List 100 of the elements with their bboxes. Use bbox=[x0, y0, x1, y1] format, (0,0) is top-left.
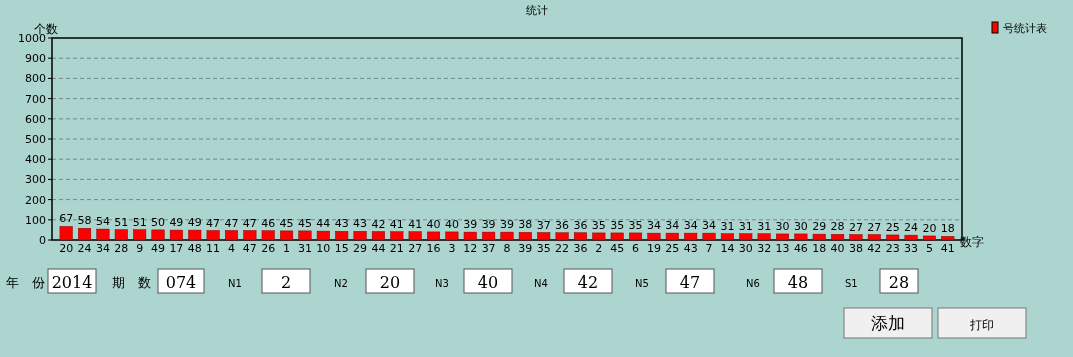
data-label: 34 bbox=[665, 219, 680, 233]
bar bbox=[390, 231, 404, 241]
bar bbox=[261, 230, 275, 241]
bar bbox=[555, 232, 569, 241]
bar bbox=[812, 233, 826, 241]
data-label: 50 bbox=[151, 215, 166, 229]
bar bbox=[78, 228, 92, 241]
x-tick-label: 20 bbox=[59, 242, 74, 255]
x-tick-label: 17 bbox=[169, 242, 184, 255]
bar bbox=[776, 233, 789, 241]
data-label: 67 bbox=[59, 212, 74, 226]
legend-label: 号统计表 bbox=[1003, 22, 1047, 35]
y-axis-title: 个数 bbox=[34, 22, 58, 36]
bar bbox=[739, 233, 753, 241]
x-tick-label: 26 bbox=[261, 242, 276, 255]
data-label: 49 bbox=[169, 216, 184, 230]
bar bbox=[867, 234, 881, 241]
bar bbox=[757, 233, 771, 241]
x-tick-label: 12 bbox=[463, 242, 478, 255]
data-label: 29 bbox=[812, 220, 827, 234]
data-label: 35 bbox=[628, 218, 643, 232]
bar bbox=[665, 232, 679, 241]
text: 添加 bbox=[871, 313, 905, 333]
bar bbox=[573, 232, 587, 241]
x-tick-label: 6 bbox=[632, 242, 640, 255]
data-label: 36 bbox=[573, 218, 588, 232]
x-tick-label: 30 bbox=[738, 242, 753, 255]
text: 42 bbox=[577, 273, 599, 292]
data-label: 30 bbox=[775, 219, 790, 233]
text: S1 bbox=[845, 278, 858, 289]
data-label: 39 bbox=[463, 218, 478, 232]
x-tick-label: 1 bbox=[283, 242, 291, 255]
bar bbox=[169, 229, 183, 241]
data-label: 51 bbox=[132, 215, 147, 229]
x-tick-label: 27 bbox=[408, 242, 423, 255]
x-tick-label: 28 bbox=[114, 242, 129, 255]
data-label: 39 bbox=[481, 218, 496, 232]
bar bbox=[720, 233, 734, 241]
x-tick-label: 37 bbox=[481, 242, 496, 255]
bar bbox=[922, 235, 936, 241]
data-label: 20 bbox=[922, 221, 937, 235]
x-tick-label: 32 bbox=[757, 242, 772, 255]
data-label: 43 bbox=[353, 217, 368, 231]
bar bbox=[371, 231, 385, 241]
y-tick-label: 600 bbox=[25, 112, 46, 126]
data-label: 31 bbox=[720, 219, 735, 233]
x-tick-label: 2 bbox=[595, 242, 603, 255]
x-tick-label: 36 bbox=[573, 242, 588, 255]
bar bbox=[408, 231, 422, 241]
data-label: 34 bbox=[702, 219, 717, 233]
bar bbox=[206, 230, 220, 241]
data-label: 39 bbox=[500, 218, 514, 232]
bar bbox=[647, 232, 661, 241]
x-tick-label: 10 bbox=[316, 242, 331, 255]
x-tick-label: 13 bbox=[775, 242, 790, 255]
data-label: 37 bbox=[536, 218, 551, 232]
bar bbox=[151, 229, 165, 241]
bar bbox=[831, 234, 845, 241]
data-label: 31 bbox=[738, 219, 753, 233]
bar bbox=[445, 231, 459, 241]
data-label: 54 bbox=[95, 215, 110, 229]
x-tick-label: 46 bbox=[793, 242, 808, 255]
y-tick-label: 700 bbox=[25, 92, 46, 106]
x-tick-label: 47 bbox=[242, 242, 257, 255]
text: N1 bbox=[228, 278, 242, 289]
x-tick-label: 9 bbox=[136, 242, 144, 255]
bar bbox=[427, 231, 441, 241]
x-tick-label: 49 bbox=[151, 242, 166, 255]
y-tick-label: 900 bbox=[25, 52, 46, 66]
x-tick-label: 33 bbox=[904, 242, 919, 255]
data-label: 30 bbox=[793, 219, 808, 233]
bar bbox=[886, 234, 900, 241]
x-tick-label: 31 bbox=[297, 242, 312, 255]
bar bbox=[684, 232, 698, 241]
x-tick-label: 11 bbox=[206, 242, 221, 255]
x-tick-label: 38 bbox=[848, 242, 863, 255]
data-label: 18 bbox=[940, 222, 955, 236]
data-label: 24 bbox=[904, 221, 919, 235]
text: 40 bbox=[477, 273, 499, 292]
data-label: 47 bbox=[224, 216, 239, 230]
x-tick-label: 18 bbox=[812, 242, 827, 255]
y-tick-label: 100 bbox=[25, 213, 46, 227]
text: 074 bbox=[165, 273, 197, 292]
data-label: 35 bbox=[591, 218, 606, 232]
x-tick-label: 35 bbox=[536, 242, 551, 255]
x-tick-label: 44 bbox=[371, 242, 386, 255]
x-tick-label: 14 bbox=[720, 242, 735, 255]
bar bbox=[629, 232, 643, 241]
data-label: 40 bbox=[426, 217, 441, 231]
bar bbox=[59, 226, 73, 241]
x-tick-label: 45 bbox=[610, 242, 625, 255]
data-label: 58 bbox=[77, 214, 92, 228]
data-label: 49 bbox=[187, 216, 202, 230]
text: N4 bbox=[534, 278, 548, 289]
bar bbox=[225, 230, 238, 241]
y-tick-label: 300 bbox=[25, 173, 46, 187]
bar bbox=[500, 231, 514, 241]
x-tick-label: 41 bbox=[940, 242, 955, 255]
bar bbox=[537, 232, 551, 241]
bar bbox=[243, 230, 257, 241]
